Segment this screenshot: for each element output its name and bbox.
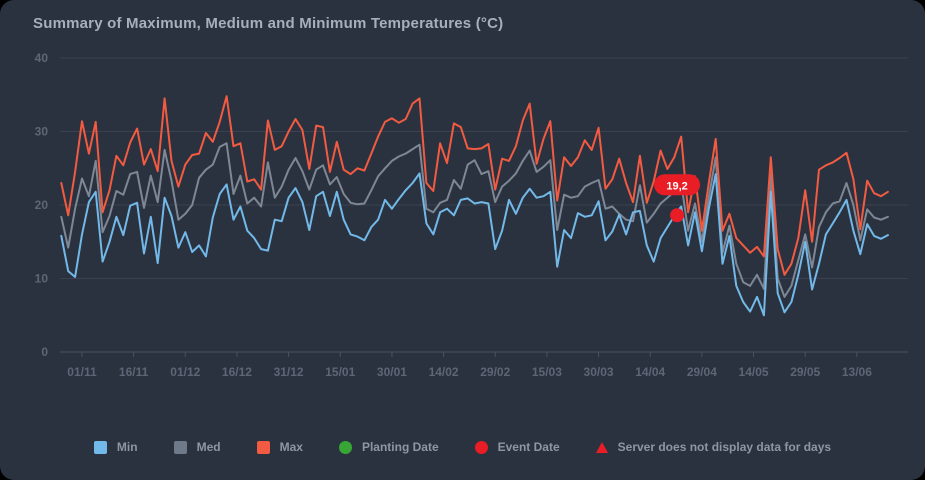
y-axis-label: 40 (35, 51, 49, 65)
planting-date-icon (338, 440, 352, 454)
legend-item-event-date[interactable]: Event Date (474, 440, 560, 454)
event-tooltip-badge (654, 174, 701, 196)
event-date-marker[interactable] (670, 208, 685, 223)
event-tooltip-label: 19,2 (666, 180, 687, 192)
x-axis-label: 15/01 (325, 365, 355, 379)
max-swatch-icon (256, 440, 270, 454)
no-data-triangle-icon (595, 441, 608, 453)
legend-label-event-date: Event Date (497, 440, 560, 454)
x-axis-label: 16/11 (119, 365, 149, 379)
legend-item-max[interactable]: Max (256, 440, 303, 454)
legend-label-planting-date: Planting Date (361, 440, 439, 454)
y-axis-label: 0 (41, 345, 48, 359)
legend-label-no-data: Server does not display data for days (617, 440, 832, 454)
x-axis-label: 29/05 (790, 365, 820, 379)
x-axis-label: 01/11 (67, 365, 97, 379)
min-swatch-icon (93, 440, 107, 454)
x-axis-label: 15/03 (532, 365, 562, 379)
x-axis-label: 31/12 (274, 365, 304, 379)
x-axis-label: 30/03 (584, 365, 614, 379)
x-axis-label: 01/12 (170, 365, 200, 379)
x-axis-label: 14/05 (739, 365, 769, 379)
legend-item-planting-date[interactable]: Planting Date (338, 440, 439, 454)
min-line[interactable] (60, 172, 889, 317)
x-axis-label: 29/02 (480, 365, 510, 379)
y-axis-label: 30 (35, 125, 49, 139)
y-axis-label: 10 (35, 272, 49, 286)
med-line[interactable] (60, 142, 889, 298)
legend-label-max: Max (279, 440, 303, 454)
x-axis-label: 14/02 (429, 365, 459, 379)
max-line[interactable] (60, 95, 889, 276)
chart-legend: Min Med Max Planting Date Event Date Ser… (0, 440, 925, 454)
med-swatch-icon (173, 440, 187, 454)
x-axis-label: 14/04 (635, 365, 665, 379)
x-axis-label: 29/04 (687, 365, 717, 379)
x-axis-label: 13/06 (842, 365, 872, 379)
page-title: Summary of Maximum, Medium and Minimum T… (33, 15, 504, 32)
event-date-icon (474, 440, 488, 454)
legend-item-min[interactable]: Min (93, 440, 138, 454)
x-axis-label: 16/12 (222, 365, 252, 379)
legend-label-med: Med (196, 440, 221, 454)
y-axis-label: 20 (35, 198, 49, 212)
legend-item-med[interactable]: Med (173, 440, 221, 454)
x-axis-label: 30/01 (377, 365, 407, 379)
legend-item-no-data[interactable]: Server does not display data for days (595, 440, 832, 454)
legend-label-min: Min (116, 440, 138, 454)
